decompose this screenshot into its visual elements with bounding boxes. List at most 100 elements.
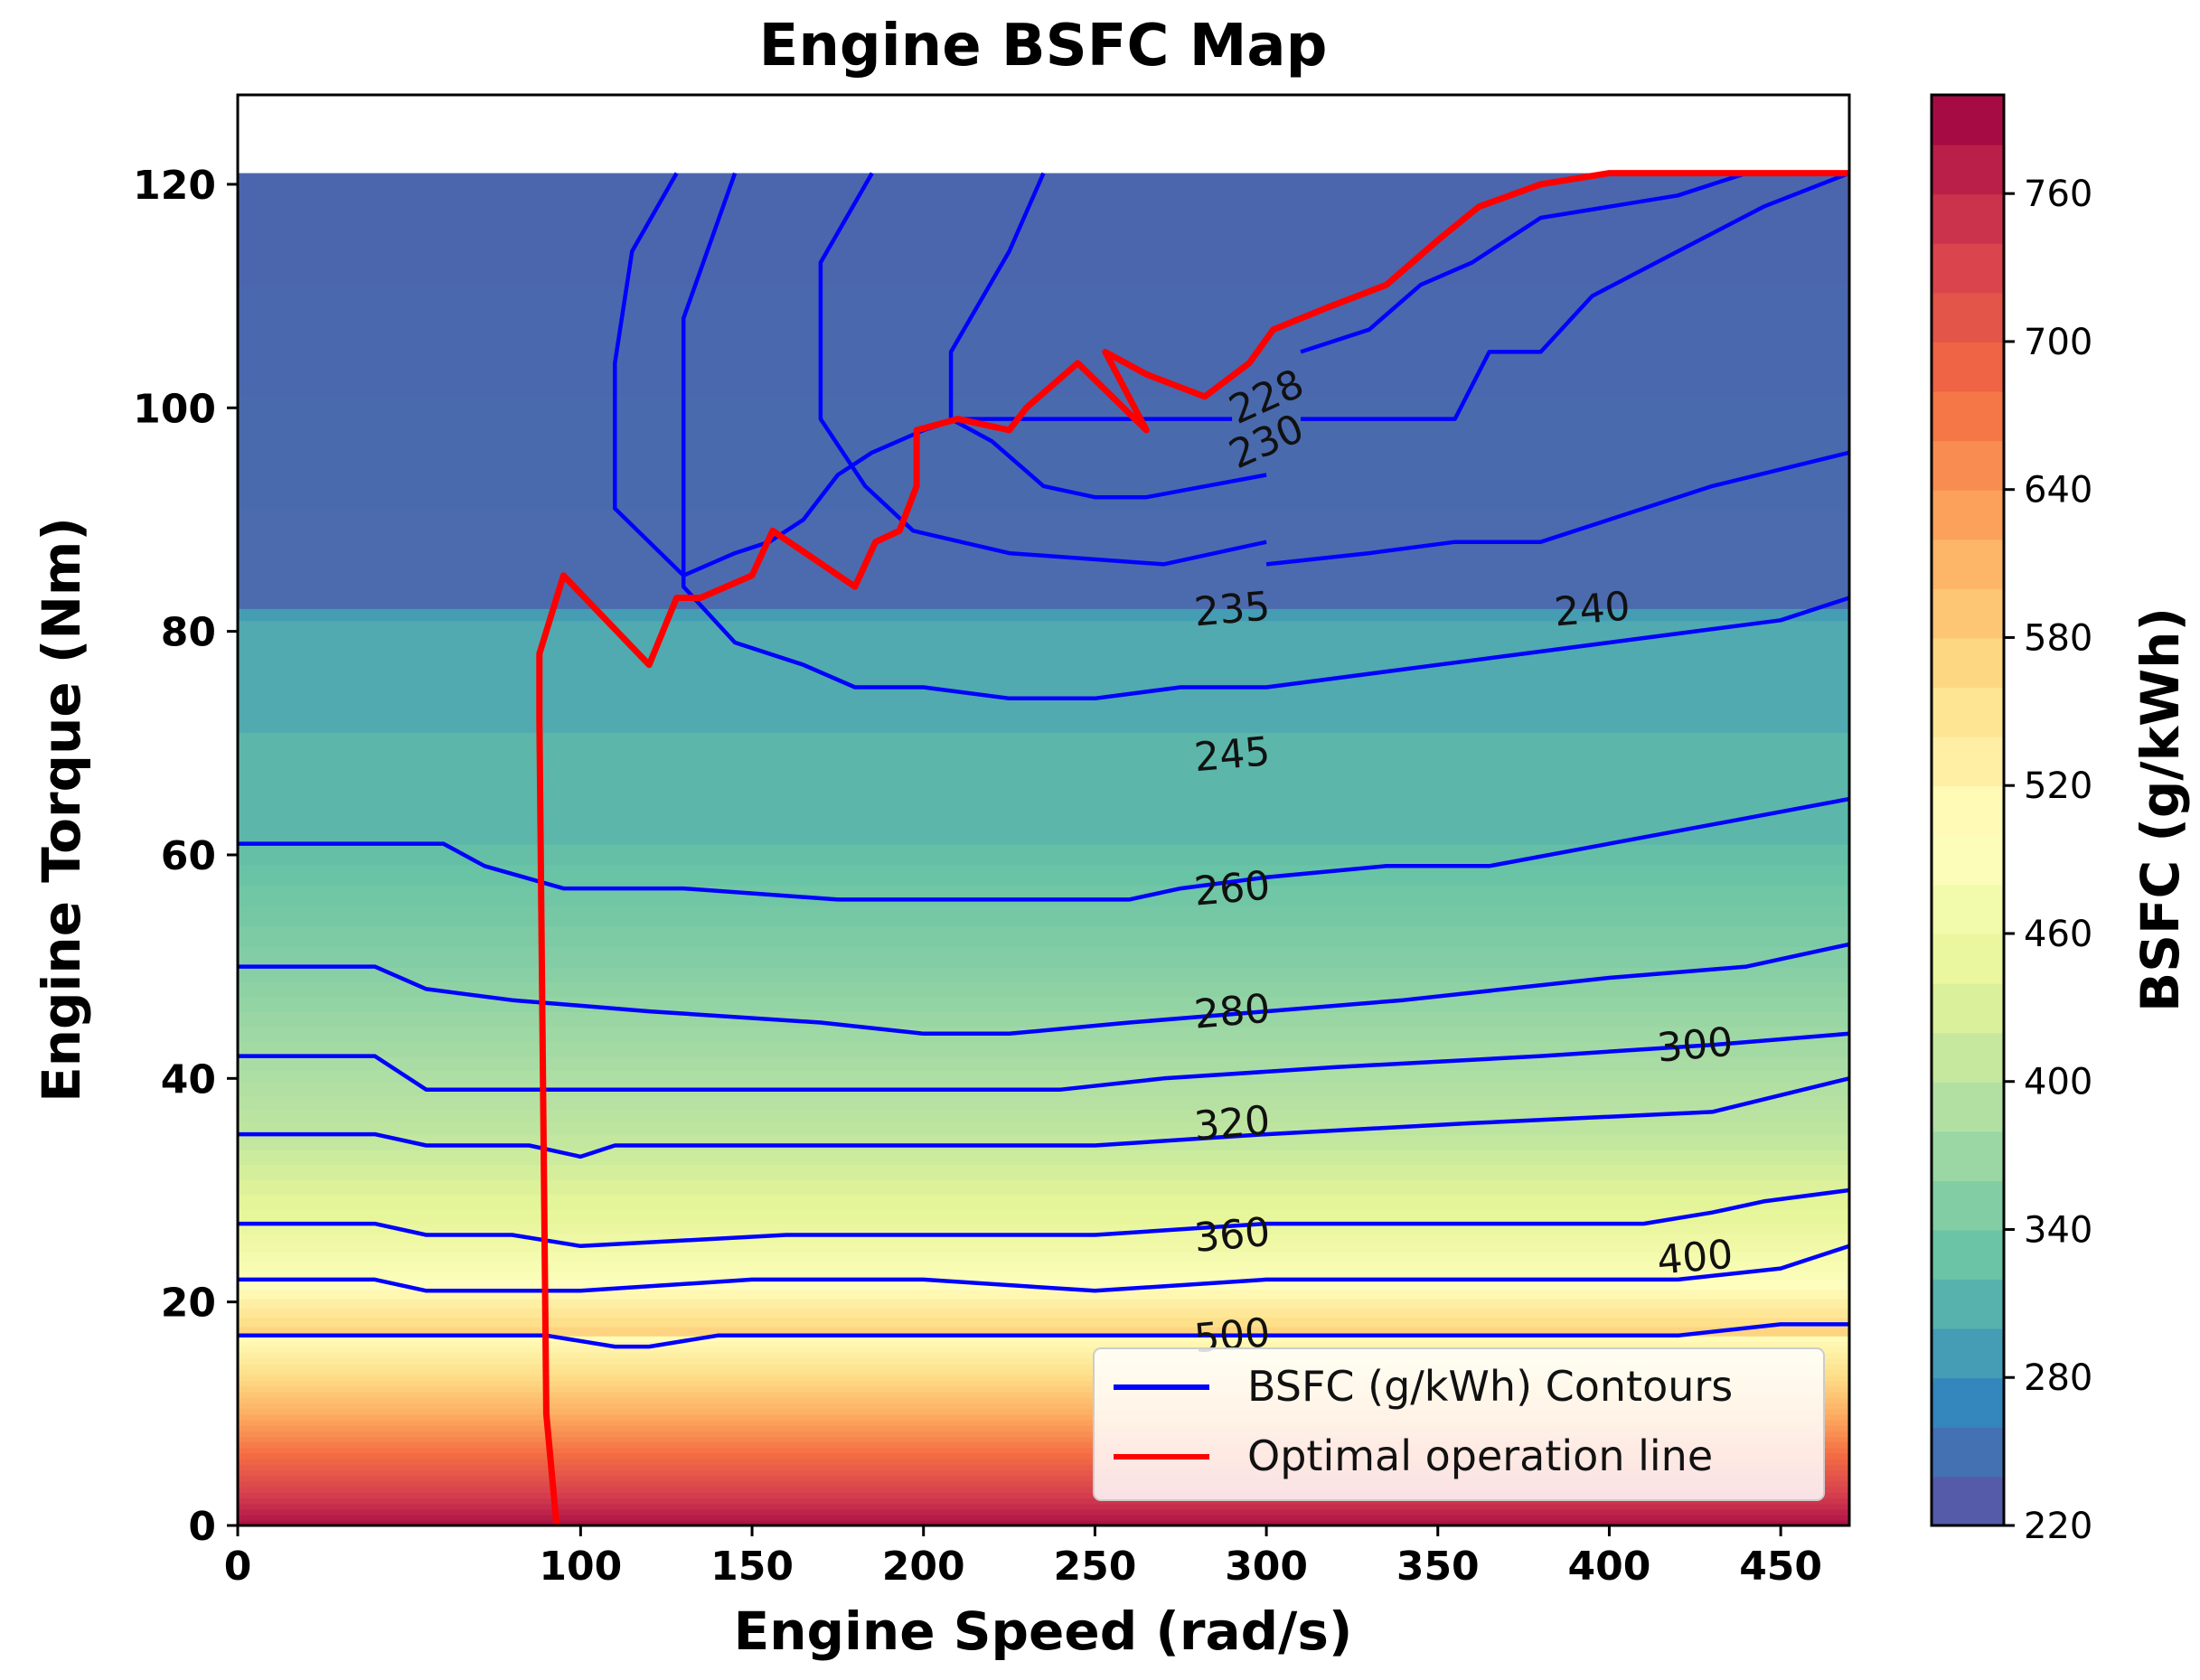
bsfc-band-stripe <box>238 1242 1849 1253</box>
bsfc-band-stripe <box>238 1424 1849 1431</box>
bsfc-band-stripe <box>238 981 1849 998</box>
colorbar-tick-label: 280 <box>2024 1357 2092 1399</box>
bsfc-band-stripe <box>238 620 1849 733</box>
bsfc-band-stripe <box>238 1056 1849 1071</box>
colorbar-segment <box>1932 1377 2004 1428</box>
x-axis: 0 100 150 200 250 300 350 400 450 <box>224 1525 1822 1590</box>
bsfc-band-stripe <box>238 1194 1849 1210</box>
bsfc-band-stripe <box>238 1164 1849 1180</box>
x-tick-label: 350 <box>1396 1544 1480 1590</box>
colorbar-segment <box>1932 982 2004 1034</box>
bsfc-band-stripe <box>238 1380 1849 1387</box>
bsfc-band-stripe <box>238 1094 1849 1110</box>
bsfc-band-stripe <box>238 843 1849 866</box>
contour-line-360 <box>238 1244 1849 1293</box>
contour-line-235 <box>681 172 1849 701</box>
contour-line-230 <box>1301 171 1849 421</box>
colorbar-segment <box>1932 736 2004 787</box>
colorbar-segment <box>1932 637 2004 689</box>
bsfc-band-stripe <box>238 1208 1849 1225</box>
contour-label-300: 300 <box>1655 1019 1735 1072</box>
bsfc-band-stripe <box>238 1497 1849 1505</box>
contour-label-245: 245 <box>1192 728 1272 781</box>
bsfc-band <box>238 1224 1849 1281</box>
colorbar-tick-label: 460 <box>2024 914 2092 955</box>
bsfc-band-stripe <box>238 1026 1849 1043</box>
colorbar-segment <box>1932 1179 2004 1231</box>
bsfc-band <box>238 1279 1849 1337</box>
bsfc-band-stripe <box>238 1289 1849 1300</box>
x-tick-label: 300 <box>1225 1544 1308 1590</box>
bsfc-band-stripe <box>238 1307 1849 1319</box>
bsfc-band-stripe <box>238 1011 1849 1028</box>
bsfc-band-stripe <box>238 1279 1849 1291</box>
bsfc-band-stripe <box>238 1385 1849 1393</box>
y-axis: 0 20 40 60 80 100 120 <box>133 163 238 1550</box>
y-tick-label: 0 <box>188 1504 216 1550</box>
bsfc-band <box>238 1335 1849 1525</box>
colorbar-segment <box>1932 785 2004 836</box>
y-tick-label: 120 <box>133 163 216 209</box>
contour-label-360: 360 <box>1192 1209 1272 1262</box>
x-tick-label: 250 <box>1053 1544 1136 1590</box>
x-tick-label: 0 <box>224 1544 252 1590</box>
bsfc-band-stripe <box>238 1270 1849 1281</box>
bsfc-band-stripe <box>238 1408 1849 1415</box>
bsfc-band-stripe <box>238 1391 1849 1398</box>
colorbar-tick-label: 580 <box>2024 617 2092 659</box>
bsfc-band-stripe <box>238 1486 1849 1493</box>
x-axis-label: Engine Speed (rad/s) <box>734 1600 1353 1662</box>
legend-label-optimal: Optimal operation line <box>1247 1431 1713 1480</box>
bsfc-band-stripe <box>238 1357 1849 1365</box>
colorbar-segment <box>1932 539 2004 589</box>
colorbar-label: BSFC (g/kWh) <box>2129 607 2191 1012</box>
bsfc-band-stripe <box>238 1108 1849 1122</box>
colorbar-segment <box>1932 242 2004 294</box>
colorbar-segment <box>1932 884 2004 934</box>
contour-line-228 <box>1300 171 1747 354</box>
contour-line-300 <box>238 1076 1849 1159</box>
bsfc-band-stripe <box>238 1441 1849 1449</box>
contour-line-400 <box>238 1322 1849 1349</box>
bsfc-band <box>238 843 1849 968</box>
y-tick-label: 80 <box>161 610 216 656</box>
bsfc-band-stripe <box>238 996 1849 1013</box>
bsfc-band <box>238 1134 1849 1225</box>
bsfc-band-stripe <box>238 1252 1849 1262</box>
bsfc-band-stripe <box>238 1134 1849 1150</box>
bsfc-band-stripe <box>238 1352 1849 1359</box>
contour-line-260 <box>238 942 1849 1037</box>
bsfc-band <box>238 1056 1849 1136</box>
colorbar-segment <box>1932 1081 2004 1132</box>
colorbar-segment <box>1932 193 2004 244</box>
legend: BSFC (g/kWh) Contours Optimal operation … <box>1093 1347 1825 1501</box>
colorbar-segment <box>1932 390 2004 442</box>
x-tick-label: 200 <box>882 1544 965 1590</box>
colorbar-tick-label: 340 <box>2024 1209 2092 1251</box>
bsfc-band-stripe <box>238 1347 1849 1354</box>
y-tick-label: 20 <box>161 1281 216 1327</box>
bsfc-band-stripe <box>238 925 1849 947</box>
chart-title: Engine BSFC Map <box>759 13 1328 80</box>
colorbar-segment <box>1932 489 2004 540</box>
bsfc-band-stripe <box>238 1514 1849 1521</box>
y-axis-label: Engine Torque (Nm) <box>31 517 92 1103</box>
bsfc-band-stripe <box>238 1121 1849 1136</box>
contour-label-400: 400 <box>1655 1232 1735 1284</box>
bsfc-band-stripe <box>238 1375 1849 1382</box>
bsfc-band-stripe <box>238 1519 1849 1525</box>
x-tick-label: 400 <box>1568 1544 1651 1590</box>
colorbar-segment <box>1932 440 2004 491</box>
bsfc-band-stripe <box>238 1340 1849 1348</box>
bsfc-band-stripe <box>238 1069 1849 1084</box>
colorbar-frame <box>1930 93 2006 1527</box>
bsfc-band-stripe <box>238 1298 1849 1309</box>
contour-label-320: 320 <box>1192 1097 1272 1150</box>
y-tick-label: 60 <box>161 833 216 879</box>
bsfc-band-stripe <box>238 945 1849 968</box>
colorbar-segment <box>1932 1279 2004 1329</box>
bsfc-band-stripe <box>238 1463 1849 1471</box>
bsfc-band-stripe <box>238 1368 1849 1376</box>
bsfc-band-stripe <box>238 731 1849 845</box>
x-tick-label: 100 <box>539 1544 622 1590</box>
